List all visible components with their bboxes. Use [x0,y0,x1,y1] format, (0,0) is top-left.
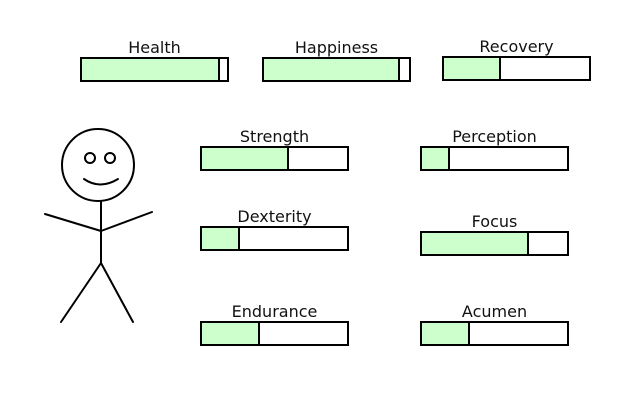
stat-endurance: Endurance [200,302,349,346]
stat-acumen-label: Acumen [461,302,528,321]
stat-strength-bar-fill [202,148,289,169]
stat-focus: Focus [420,212,569,256]
stat-acumen-bar-fill [422,323,470,344]
character-right-arm [100,211,153,232]
stat-happiness-bar [262,57,411,82]
stat-perception-bar-fill [422,148,450,169]
character-left-leg [60,262,102,323]
character-left-arm [44,213,102,232]
stat-happiness-bar-fill [264,59,401,80]
stat-strength: Strength [200,127,349,171]
stat-health: Health [80,38,229,82]
stat-dexterity: Dexterity [200,207,349,251]
character-avatar [40,128,156,328]
stat-strength-label: Strength [239,127,310,146]
stat-focus-bar-fill [422,233,530,254]
character-smile [83,178,119,186]
character-right-leg [100,262,134,323]
stat-strength-bar [200,146,349,171]
stat-acumen: Acumen [420,302,569,346]
stat-happiness-label: Happiness [294,38,379,57]
stat-happiness: Happiness [262,38,411,82]
stat-recovery-bar [442,56,591,81]
stat-recovery: Recovery [442,37,591,81]
character-left-eye [84,152,96,164]
stat-acumen-bar [420,321,569,346]
stat-endurance-label: Endurance [231,302,318,321]
stat-recovery-label: Recovery [479,37,554,56]
stat-perception-bar [420,146,569,171]
stat-health-bar [80,57,229,82]
stat-perception: Perception [420,127,569,171]
stat-recovery-bar-fill [444,58,501,79]
character-right-eye [104,152,116,164]
character-head [61,128,135,202]
stat-dexterity-bar [200,226,349,251]
stat-focus-bar [420,231,569,256]
stat-perception-label: Perception [452,127,537,146]
stat-focus-label: Focus [471,212,518,231]
stat-endurance-bar [200,321,349,346]
stat-health-bar-fill [82,59,220,80]
stat-dexterity-label: Dexterity [237,207,312,226]
stat-dexterity-bar-fill [202,228,240,249]
stat-endurance-bar-fill [202,323,260,344]
stat-health-label: Health [128,38,181,57]
stick-figure-icon [44,128,153,323]
